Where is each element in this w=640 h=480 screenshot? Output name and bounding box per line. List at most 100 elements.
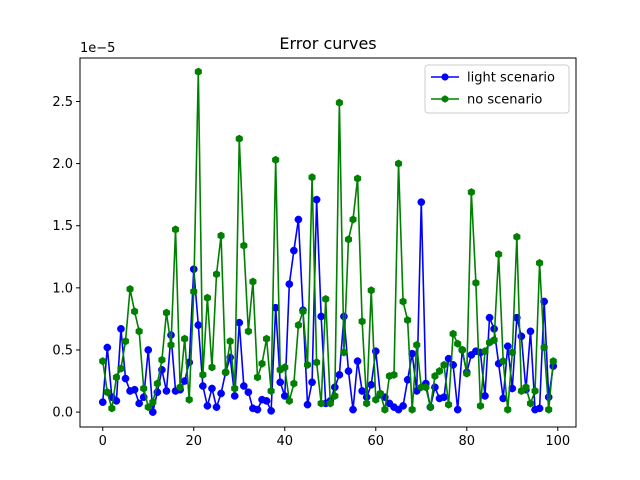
data-point [99,357,107,366]
data-point [426,403,434,412]
data-point [149,398,157,407]
y-offset-label: 1e−5 [80,41,115,56]
data-point [244,327,252,336]
data-point [158,355,166,364]
data-point [453,405,462,414]
plot-frame [79,57,577,428]
data-point [326,399,334,408]
series-line [101,70,555,411]
data-point [131,307,139,316]
data-point [199,370,207,379]
data-point [217,231,225,240]
data-point [244,388,253,397]
data-point [381,405,389,414]
data-point [349,405,357,414]
data-point [303,400,312,409]
series-layer [98,67,558,416]
x-tick-label: 100 [545,434,570,449]
data-point [490,335,498,345]
data-point [194,67,202,76]
y-axis-ticks: 0.0 0.5 1.0 1.5 2.0 2.5 [52,95,80,421]
data-point [504,405,512,414]
data-point [303,360,312,369]
data-point [267,406,275,415]
data-point [212,403,221,411]
data-point [367,286,375,295]
data-point [167,340,175,350]
data-point [117,364,125,373]
data-point [153,379,161,388]
data-point [535,404,544,413]
data-point [285,280,294,288]
legend-box [424,64,570,114]
data-point [185,395,193,404]
data-point [503,342,512,351]
data-point [449,329,457,338]
data-point [203,402,212,410]
legend-entry: light scenario [431,71,555,86]
data-point [231,384,239,393]
data-point [317,399,325,408]
data-point [526,327,535,336]
data-point [230,392,239,400]
data-point [394,159,403,168]
data-point [422,383,430,392]
data-point [126,285,134,294]
data-point [108,404,116,413]
data-point [417,198,426,206]
data-point [413,340,421,350]
data-point [545,405,553,414]
data-point [372,395,380,404]
data-point [267,386,275,396]
data-point [531,386,539,396]
data-point [335,98,343,107]
data-point [208,384,216,393]
x-tick-label: 40 [276,434,293,449]
data-point [112,373,120,382]
data-point [294,215,303,224]
data-point [408,405,416,414]
x-axis-ticks: 0 20 40 60 80 100 [99,427,570,449]
data-point [526,399,535,408]
data-point [495,250,503,259]
data-point [294,321,302,330]
data-point [445,400,453,409]
data-point [476,401,484,410]
series-no-scenario [99,67,557,414]
data-point [390,370,398,379]
data-point [481,392,489,400]
legend-entry: no scenario [431,93,542,108]
data-point [340,348,348,357]
data-point [103,388,111,397]
data-point [322,294,330,304]
data-point [239,382,248,390]
data-point [513,232,521,241]
data-point [226,337,234,346]
data-point [172,225,180,234]
data-point [176,383,184,392]
y-tick-label: 0.0 [52,406,73,421]
y-tick-label: 1.5 [52,219,73,234]
legend: light scenario no scenario [424,64,570,114]
data-point [522,383,530,392]
data-point [317,312,326,321]
data-point [363,399,371,408]
data-point [98,398,107,407]
data-point [148,408,157,416]
data-point [235,134,243,143]
data-point [253,373,262,382]
data-point [508,348,516,357]
data-point [249,277,257,286]
data-point [308,173,316,182]
data-point [181,334,189,343]
data-point [354,174,362,183]
data-point [281,363,289,372]
y-tick-label: 2.5 [52,95,73,110]
legend-label: no scenario [467,93,542,108]
data-point [262,397,271,405]
data-point [285,396,293,405]
data-point [121,374,130,383]
data-point [240,241,248,250]
data-point [540,343,548,352]
